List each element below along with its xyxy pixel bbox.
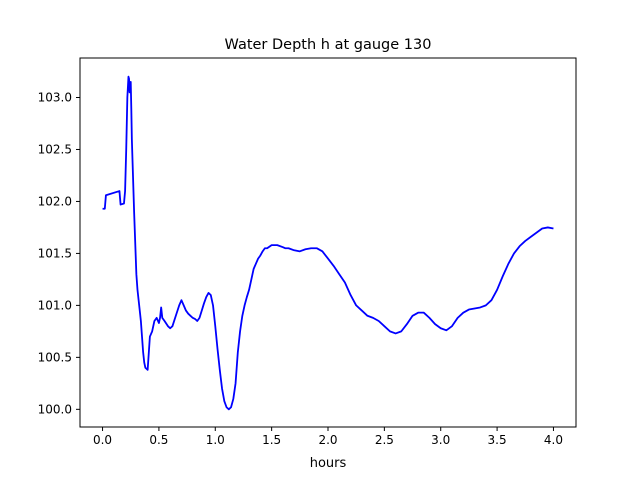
x-tick-label: 1.0 <box>206 433 225 447</box>
y-tick-label: 100.0 <box>38 402 72 416</box>
x-tick-label: 2.5 <box>375 433 394 447</box>
chart-title: Water Depth h at gauge 130 <box>225 37 432 53</box>
y-tick-label: 102.0 <box>38 194 72 208</box>
x-tick-label: 1.5 <box>262 433 281 447</box>
x-tick-label: 0.5 <box>149 433 168 447</box>
y-tick-label: 101.5 <box>38 246 72 260</box>
series-line-0 <box>102 75 554 411</box>
y-tick-label: 100.5 <box>38 350 72 364</box>
x-tick-label: 4.0 <box>544 433 563 447</box>
x-tick-label: 0.0 <box>93 433 112 447</box>
y-tick-label: 102.5 <box>38 142 72 156</box>
x-tick-label: 2.0 <box>318 433 337 447</box>
x-tick-label: 3.5 <box>488 433 507 447</box>
x-tick-label: 3.0 <box>431 433 450 447</box>
plot-area: 0.0 0.5 1.0 1.5 2.0 2.5 3.0 3.5 4.0 100.0 100.5 101… <box>38 57 577 447</box>
y-tick-label: 101.0 <box>38 298 72 312</box>
y-tick-label: 103.0 <box>38 90 72 104</box>
x-axis-label: hours <box>310 456 347 471</box>
